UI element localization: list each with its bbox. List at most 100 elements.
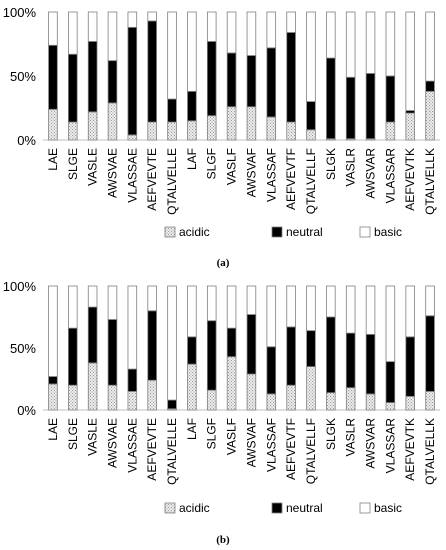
legend-swatch-basic [359, 502, 371, 514]
legend-label-basic: basic [374, 501, 402, 515]
bar-neutral [48, 376, 58, 385]
bar-acidic [385, 121, 396, 141]
bar-neutral [425, 315, 435, 392]
bar-acidic [68, 384, 78, 411]
category-label: VASLF [225, 148, 239, 185]
bar-neutral [246, 55, 257, 108]
bar-basic [365, 285, 376, 335]
y-tick-label: 50% [10, 341, 36, 356]
category-label: QTALVELLF [304, 418, 318, 484]
bar-acidic [206, 115, 217, 141]
y-tick-label: 50% [10, 69, 36, 84]
category-label: SLGK [324, 418, 338, 450]
bar-basic [345, 285, 356, 334]
bar-basic [266, 285, 277, 348]
bar-neutral [306, 101, 316, 131]
category-label: LAE [46, 418, 60, 441]
category-label: VASLE [86, 418, 100, 456]
category-label: SLGE [66, 418, 80, 450]
bar-acidic [226, 106, 237, 141]
bar-neutral [306, 330, 316, 368]
bar-acidic [107, 102, 118, 141]
category-label: AEFVEVTF [284, 148, 298, 210]
bar-neutral [127, 26, 138, 136]
bar-basic [425, 11, 435, 82]
bar-acidic [187, 363, 197, 411]
bar-basic [266, 11, 277, 49]
bar-neutral [147, 20, 157, 123]
y-tick-label: 0% [17, 403, 36, 418]
bar-basic [286, 285, 296, 328]
bar-basic [107, 285, 118, 320]
legend-swatch-neutral [271, 502, 283, 514]
bar-neutral [48, 44, 58, 110]
bar-basic [187, 11, 197, 92]
bar-acidic [266, 393, 277, 411]
bar-basic [206, 285, 217, 322]
bar-neutral [385, 75, 396, 123]
bar-acidic [286, 384, 296, 411]
bar-acidic [226, 356, 237, 411]
bar-neutral [286, 326, 296, 386]
bar-basic [187, 285, 197, 338]
category-label: VASLR [344, 148, 358, 187]
bar-acidic [286, 121, 296, 141]
bar-neutral [345, 76, 356, 140]
bar-neutral [87, 41, 98, 113]
bar-neutral [107, 319, 118, 386]
category-label: AWSVAE [105, 418, 119, 468]
bar-basic [405, 285, 415, 338]
category-label: VLASSAE [125, 148, 139, 203]
bar-basic [326, 11, 336, 59]
bar-basic [345, 11, 356, 78]
bar-neutral [127, 368, 138, 392]
chart-panel-b: 0% 50% 100% LAE SLGE VASLE AWSVAE VLASSAE AEFVEV… [3, 279, 440, 546]
bar-acidic [48, 383, 58, 411]
category-label: SLGE [66, 148, 80, 180]
bar-basic [127, 285, 138, 370]
category-label: SLGF [205, 418, 219, 449]
category-label: VLASSAF [264, 148, 278, 202]
bar-neutral [68, 327, 78, 386]
bar-acidic [147, 379, 157, 411]
bar-basic [385, 11, 396, 77]
bar-neutral [107, 60, 118, 104]
bar-acidic [147, 121, 157, 141]
category-label: LAE [46, 148, 60, 171]
category-label: QTALVELLE [165, 418, 179, 485]
bar-basic [246, 285, 257, 315]
y-tick-label: 100% [3, 279, 37, 294]
bar-basic [48, 11, 58, 46]
bar-basic [365, 11, 376, 74]
bar-neutral [226, 327, 237, 358]
legend-label-acidic: acidic [179, 225, 210, 239]
bar-basic [48, 285, 58, 377]
category-label: QTALVELLK [423, 418, 437, 485]
bar-neutral [385, 361, 396, 403]
category-label: QTALVELLF [304, 148, 318, 214]
legend-swatch-neutral [271, 226, 283, 238]
bar-acidic [385, 402, 396, 411]
category-label: AEFVEVTK [403, 148, 417, 211]
bar-neutral [68, 53, 78, 123]
bar-neutral [425, 80, 435, 92]
y-tick-label: 100% [3, 5, 37, 20]
bar-basic [68, 11, 78, 55]
bar-neutral [187, 336, 197, 365]
panel-label: (b) [216, 534, 230, 546]
bar-basic [306, 285, 316, 332]
bar-neutral [266, 346, 277, 395]
bar-acidic [365, 393, 376, 411]
bar-acidic [48, 108, 58, 141]
legend-swatch-basic [359, 226, 371, 238]
bar-basic [206, 11, 217, 42]
bar-basic [326, 285, 336, 318]
category-label: VASLE [86, 148, 100, 186]
bar-acidic [127, 390, 138, 411]
bar-basic [246, 11, 257, 56]
bar-acidic [107, 384, 118, 411]
bar-acidic [425, 390, 435, 411]
bar-acidic [167, 121, 177, 141]
bar-acidic [246, 373, 257, 411]
